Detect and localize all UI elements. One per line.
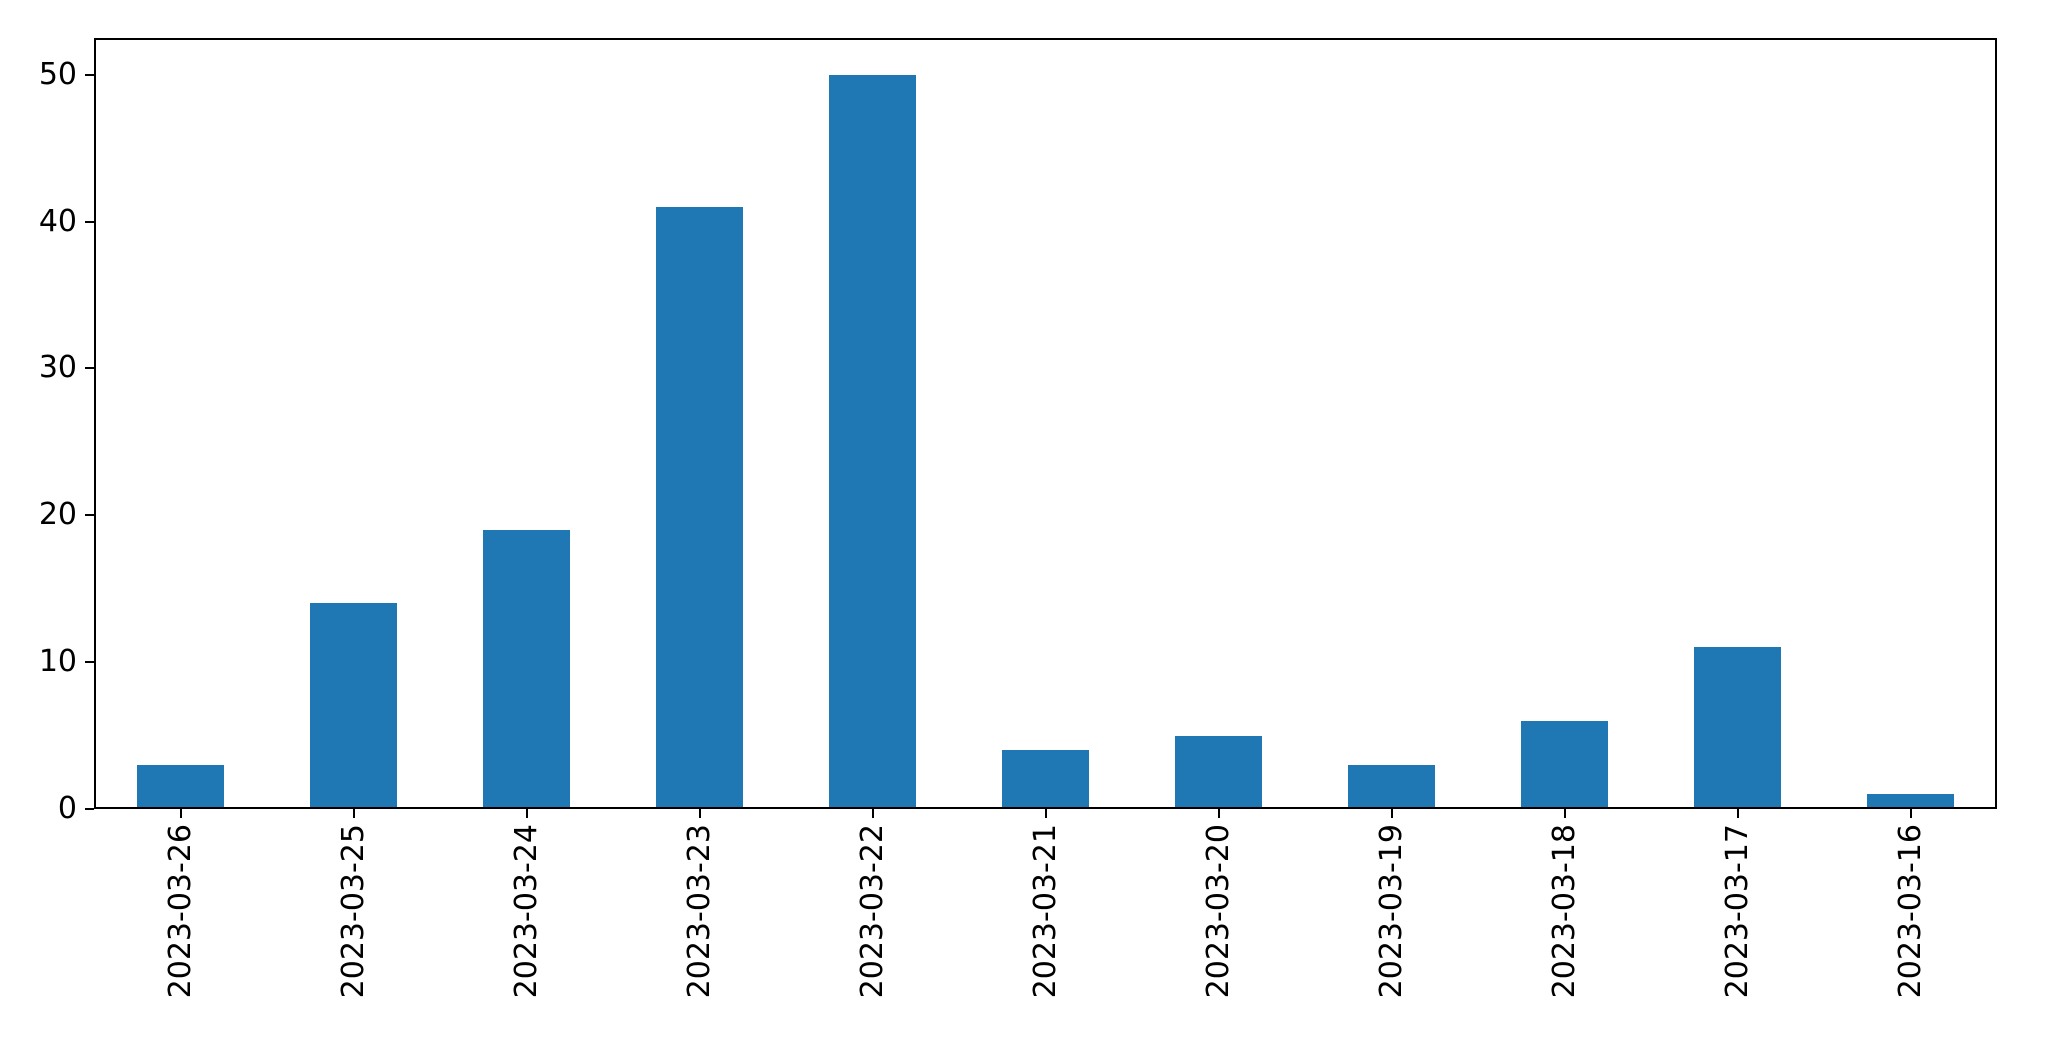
plot-area: [94, 38, 1997, 809]
x-axis-tick-label: 2023-03-24: [508, 824, 544, 999]
y-axis-tick: [85, 73, 94, 76]
x-axis-tick: [1736, 809, 1739, 818]
y-axis-tick-label: 40: [38, 203, 77, 239]
x-axis-tick: [1563, 809, 1566, 818]
bar: [1694, 647, 1781, 809]
bar: [1867, 794, 1954, 809]
y-axis-tick-label: 0: [57, 791, 77, 826]
bar: [310, 603, 397, 809]
y-axis-tick-label: 30: [38, 350, 77, 386]
x-axis-tick: [525, 809, 528, 818]
x-axis-tick: [871, 809, 874, 818]
x-axis-tick-label: 2023-03-18: [1546, 824, 1582, 999]
y-axis-tick-label: 50: [38, 56, 77, 92]
bar: [1175, 735, 1262, 809]
x-axis-tick-label: 2023-03-19: [1373, 824, 1409, 999]
x-axis-tick-label: 2023-03-16: [1892, 824, 1928, 999]
y-axis-tick: [85, 220, 94, 223]
x-axis-tick: [698, 809, 701, 818]
bar: [1002, 750, 1089, 809]
x-axis-tick-label: 2023-03-23: [681, 824, 717, 999]
x-axis-tick-label: 2023-03-22: [854, 824, 890, 999]
y-axis-tick-label: 10: [38, 644, 77, 680]
bar: [137, 764, 224, 809]
bar: [829, 74, 916, 809]
x-axis-tick: [179, 809, 182, 818]
bar: [483, 529, 570, 809]
x-axis-tick: [1909, 809, 1912, 818]
y-axis-tick-label: 20: [38, 497, 77, 533]
x-axis-tick-label: 2023-03-20: [1200, 824, 1236, 999]
y-axis-tick: [85, 808, 94, 810]
bar: [1348, 764, 1435, 809]
x-axis-tick-label: 2023-03-17: [1719, 824, 1755, 999]
x-axis-tick: [1217, 809, 1220, 818]
y-axis-tick: [85, 367, 94, 370]
x-axis-tick: [1390, 809, 1393, 818]
x-axis-tick-label: 2023-03-21: [1027, 824, 1063, 999]
x-axis-tick-label: 2023-03-26: [162, 824, 198, 999]
bar: [1521, 720, 1608, 809]
bar: [656, 206, 743, 809]
y-axis-tick: [85, 514, 94, 517]
x-axis-tick-label: 2023-03-25: [335, 824, 371, 999]
y-axis-tick: [85, 661, 94, 664]
x-axis-tick: [352, 809, 355, 818]
x-axis-tick: [1044, 809, 1047, 818]
